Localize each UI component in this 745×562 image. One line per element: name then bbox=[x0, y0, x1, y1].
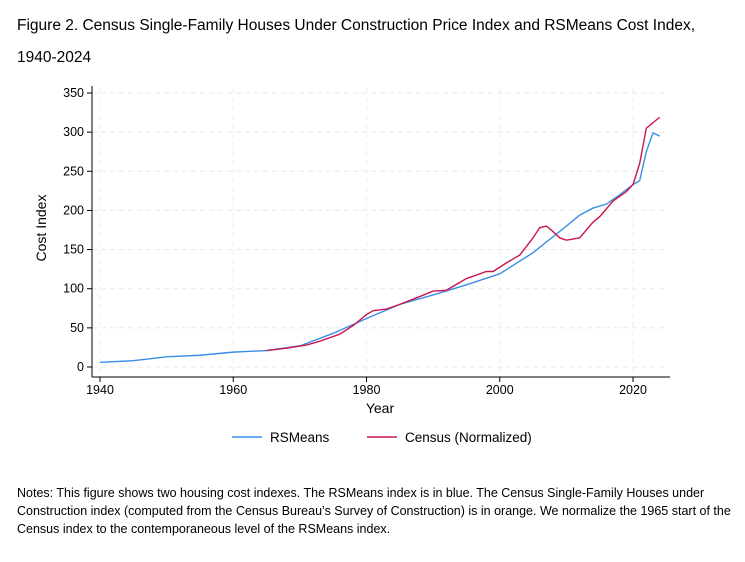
y-tick-label: 200 bbox=[63, 203, 84, 217]
x-axis-label: Year bbox=[366, 400, 395, 416]
y-tick-label: 50 bbox=[70, 321, 84, 335]
x-tick-label: 1980 bbox=[353, 383, 381, 397]
y-axis-label: Cost Index bbox=[33, 195, 49, 262]
legend-label: RSMeans bbox=[270, 430, 330, 445]
figure-notes: Notes: This figure shows two housing cos… bbox=[17, 486, 731, 536]
line-chart: 0 50 100 150 200 250 300 350 1940 1960 1980 2000 202… bbox=[33, 86, 670, 445]
y-tick-label: 150 bbox=[63, 243, 84, 257]
legend-label: Census (Normalized) bbox=[405, 430, 532, 445]
x-tick-label: 2020 bbox=[619, 383, 647, 397]
x-tick-label: 1940 bbox=[86, 383, 114, 397]
series-line-census bbox=[266, 116, 661, 352]
x-tick-label: 1960 bbox=[219, 383, 247, 397]
x-tick-label: 2000 bbox=[486, 383, 514, 397]
y-tick-label: 350 bbox=[63, 86, 84, 100]
series-line-rsmeans bbox=[99, 131, 660, 364]
y-tick-label: 250 bbox=[63, 164, 84, 178]
y-tick-label: 100 bbox=[63, 282, 84, 296]
y-tick-label: 0 bbox=[77, 360, 84, 374]
figure-title: Figure 2. Census Single-Family Houses Un… bbox=[17, 17, 696, 66]
y-tick-label: 300 bbox=[63, 125, 84, 139]
